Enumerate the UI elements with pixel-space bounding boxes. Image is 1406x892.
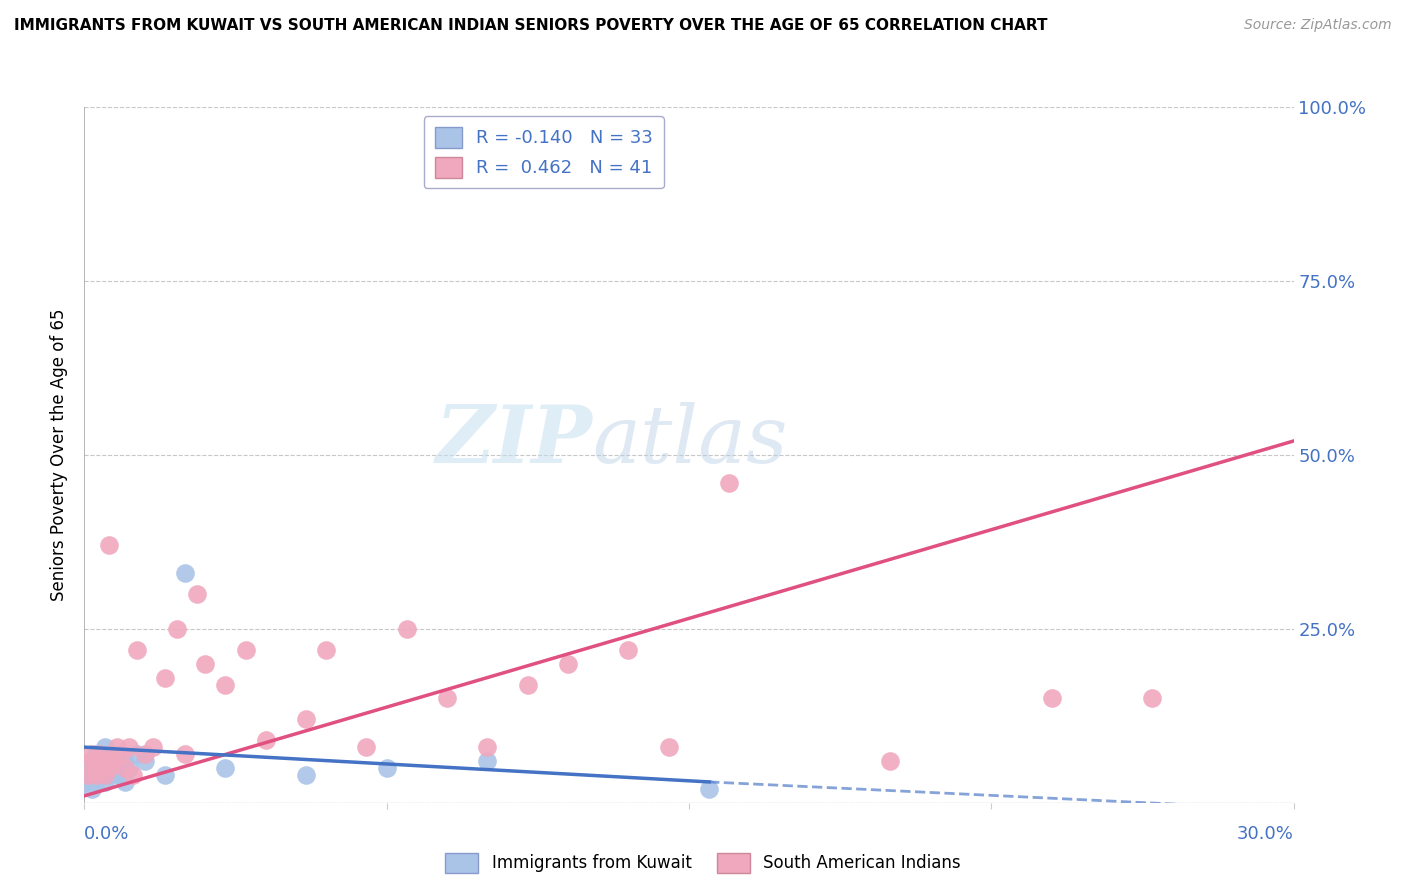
Point [105, 754, 128, 768]
Point [375, 761, 398, 775]
Point [86, 768, 108, 782]
Point [697, 781, 720, 796]
Point [1142, 691, 1164, 706]
Point [97, 768, 120, 782]
Point [617, 642, 640, 657]
Text: atlas: atlas [592, 402, 787, 480]
Point [315, 642, 337, 657]
Point [82, 754, 104, 768]
Point [93, 754, 115, 768]
Point [114, 761, 136, 775]
Point [235, 642, 257, 657]
Point [125, 642, 148, 657]
Y-axis label: Seniors Poverty Over the Age of 65: Seniors Poverty Over the Age of 65 [51, 309, 69, 601]
Point [134, 747, 156, 761]
Point [101, 754, 124, 768]
Point [356, 740, 378, 755]
Point [557, 657, 579, 671]
Point [153, 671, 176, 685]
Point [142, 740, 165, 755]
Point [89, 747, 111, 761]
Point [89, 754, 111, 768]
Point [77, 768, 100, 782]
Point [82, 768, 104, 782]
Point [214, 677, 236, 691]
Point [125, 747, 148, 761]
Point [77, 775, 100, 789]
Point [1040, 691, 1063, 706]
Point [194, 657, 217, 671]
Point [105, 768, 128, 782]
Text: 30.0%: 30.0% [1237, 825, 1294, 843]
Point [86, 747, 108, 761]
Point [658, 740, 681, 755]
Point [93, 740, 115, 755]
Text: IMMIGRANTS FROM KUWAIT VS SOUTH AMERICAN INDIAN SENIORS POVERTY OVER THE AGE OF : IMMIGRANTS FROM KUWAIT VS SOUTH AMERICAN… [14, 18, 1047, 33]
Point [86, 761, 108, 775]
Point [105, 740, 128, 755]
Point [93, 775, 115, 789]
Point [93, 768, 115, 782]
Point [101, 747, 124, 761]
Point [166, 622, 188, 636]
Point [395, 622, 418, 636]
Point [86, 775, 108, 789]
Point [516, 677, 538, 691]
Point [879, 754, 901, 768]
Point [86, 761, 108, 775]
Point [97, 754, 120, 768]
Point [118, 740, 141, 755]
Legend: R = -0.140   N = 33, R =  0.462   N = 41: R = -0.140 N = 33, R = 0.462 N = 41 [423, 116, 664, 188]
Text: Source: ZipAtlas.com: Source: ZipAtlas.com [1244, 18, 1392, 32]
Point [82, 781, 104, 796]
Point [134, 754, 156, 768]
Point [118, 761, 141, 775]
Point [77, 768, 100, 782]
Point [254, 733, 277, 747]
Text: 0.0%: 0.0% [84, 825, 129, 843]
Point [186, 587, 208, 601]
Point [101, 761, 124, 775]
Point [174, 747, 197, 761]
Point [82, 747, 104, 761]
Point [114, 754, 136, 768]
Point [174, 566, 197, 581]
Legend: Immigrants from Kuwait, South American Indians: Immigrants from Kuwait, South American I… [439, 847, 967, 880]
Point [214, 761, 236, 775]
Text: ZIP: ZIP [436, 402, 592, 480]
Point [718, 475, 741, 490]
Point [477, 754, 499, 768]
Point [121, 768, 143, 782]
Point [295, 712, 318, 726]
Point [82, 754, 104, 768]
Point [153, 768, 176, 782]
Point [436, 691, 458, 706]
Point [477, 740, 499, 755]
Point [110, 747, 132, 761]
Point [295, 768, 318, 782]
Point [114, 775, 136, 789]
Point [89, 768, 111, 782]
Point [97, 761, 120, 775]
Point [93, 761, 115, 775]
Point [110, 761, 132, 775]
Point [77, 761, 100, 775]
Point [97, 538, 120, 552]
